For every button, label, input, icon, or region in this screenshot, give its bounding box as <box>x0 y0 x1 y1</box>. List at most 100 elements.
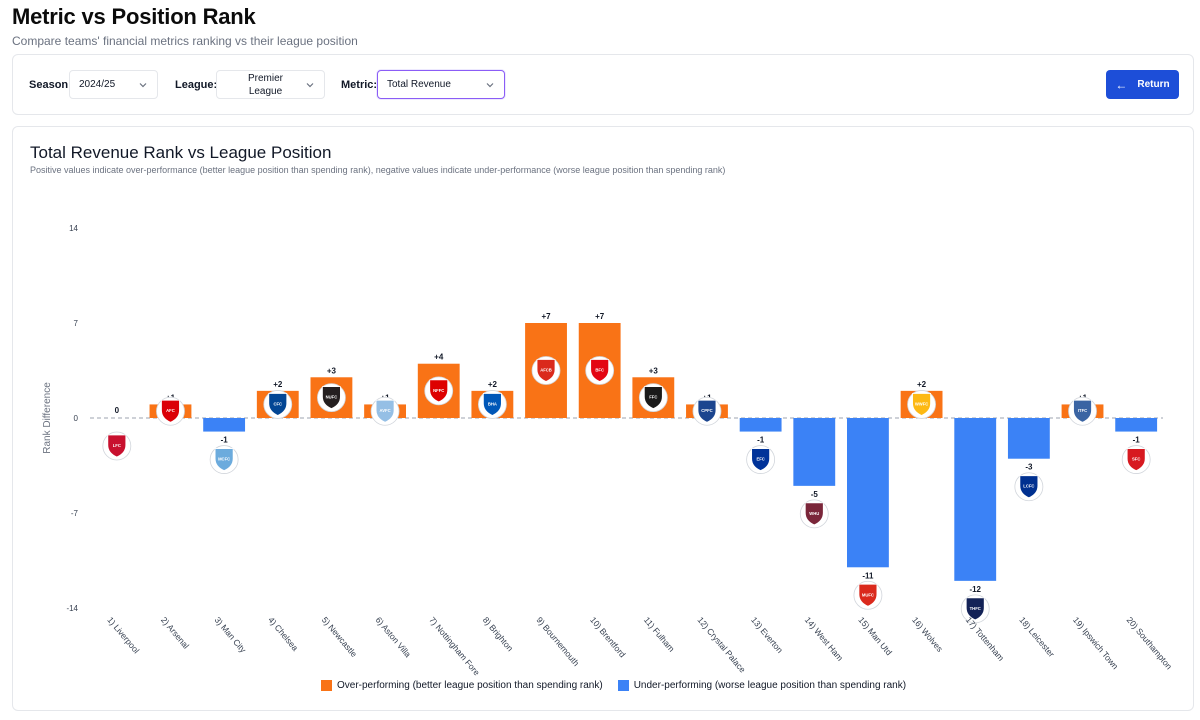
svg-text:MCFC: MCFC <box>218 457 230 462</box>
team-crest-icon: WWFC <box>907 390 936 419</box>
svg-text:AVFC: AVFC <box>380 408 391 413</box>
data-label: -1 <box>1133 436 1141 445</box>
chevron-down-icon <box>306 83 314 88</box>
x-tick-label: 8) Brighton <box>481 615 516 653</box>
svg-text:MUFC: MUFC <box>862 592 874 597</box>
return-button[interactable]: ← Return <box>1106 70 1179 99</box>
league-select-value: Premier League <box>247 72 283 97</box>
svg-text:SFC: SFC <box>1132 457 1140 462</box>
x-tick-label: 2) Arsenal <box>159 615 191 651</box>
svg-text:LFC: LFC <box>113 443 121 448</box>
y-axis-title: Rank Difference <box>42 382 53 454</box>
data-label: -5 <box>811 490 819 499</box>
chart-card: Total Revenue Rank vs League Position Po… <box>12 126 1194 711</box>
bar <box>1007 418 1050 459</box>
data-label: -1 <box>221 436 229 445</box>
x-tick-label: 14) West Ham <box>803 615 845 663</box>
season-select[interactable]: 2024/25 <box>69 70 158 99</box>
filter-panel: Season: 2024/25 League: Premier League Me… <box>12 54 1194 115</box>
bar <box>954 418 997 581</box>
legend-label-under: Under-performing (worse league position … <box>633 680 907 691</box>
legend-item-under[interactable]: Under-performing (worse league position … <box>617 680 907 691</box>
chevron-down-icon <box>486 83 494 88</box>
legend-swatch-over <box>321 680 332 691</box>
chart-legend: Over-performing (better league position … <box>321 680 921 691</box>
x-tick-label: 6) Aston Villa <box>374 615 414 660</box>
svg-text:AFC: AFC <box>166 408 175 413</box>
x-tick-label: 18) Leicester <box>1017 615 1056 659</box>
data-label: +7 <box>595 312 605 321</box>
team-crest-icon: LCFC <box>1014 472 1044 502</box>
svg-text:EFC: EFC <box>756 457 764 462</box>
x-tick-label: 4) Chelsea <box>266 615 300 653</box>
league-label: League: <box>175 79 218 91</box>
data-label: +4 <box>434 353 444 362</box>
bar <box>739 418 782 432</box>
data-label: +2 <box>273 380 283 389</box>
chevron-down-icon <box>139 83 147 88</box>
svg-text:LCFC: LCFC <box>1023 484 1034 489</box>
svg-text:WWFC: WWFC <box>915 401 929 406</box>
x-tick-label: 15) Man Utd <box>856 615 894 657</box>
data-label: +2 <box>917 380 927 389</box>
team-crest-icon: BFC <box>585 356 615 385</box>
data-label: -12 <box>969 585 981 594</box>
page-subtitle: Compare teams' financial metrics ranking… <box>12 34 358 48</box>
league-select[interactable]: Premier League <box>216 70 325 99</box>
svg-text:BFC: BFC <box>595 368 604 373</box>
team-crest-icon: WHU <box>799 499 829 529</box>
x-tick-label: 17) Tottenham <box>964 615 1006 663</box>
svg-text:CPFC: CPFC <box>701 408 712 413</box>
page-title: Metric vs Position Rank <box>12 4 256 29</box>
page-header: Metric vs Position Rank Compare teams' f… <box>12 4 358 48</box>
season-label: Season: <box>29 79 72 91</box>
team-crest-icon: ITFC <box>1068 396 1097 426</box>
svg-text:NUFC: NUFC <box>326 395 338 400</box>
team-crest-icon: NUFC <box>317 383 346 413</box>
season-select-value: 2024/25 <box>79 79 116 90</box>
team-crest-icon: AFCB <box>531 356 561 385</box>
x-tick-label: 12) Crystal Palace <box>695 615 747 675</box>
arrow-left-icon: ← <box>1115 77 1128 92</box>
team-crest-icon: CFC <box>263 390 293 419</box>
team-crest-icon: AFC <box>156 396 185 426</box>
team-crest-icon: LFC <box>102 431 132 461</box>
x-tick-label: 16) Wolves <box>910 615 945 654</box>
metric-select[interactable]: Total Revenue <box>377 70 505 99</box>
legend-swatch-under <box>617 680 629 691</box>
metric-select-value: Total Revenue <box>387 79 451 90</box>
team-crest-icon: AVFC <box>370 396 400 426</box>
data-label: -11 <box>862 571 874 580</box>
data-label: -1 <box>757 436 765 445</box>
legend-item-over[interactable]: Over-performing (better league position … <box>321 680 603 691</box>
team-crest-icon: NFFC <box>424 376 454 406</box>
svg-text:THFC: THFC <box>970 606 981 611</box>
svg-text:NFFC: NFFC <box>433 388 444 393</box>
x-tick-label: 1) Liverpool <box>105 615 141 656</box>
data-label: +3 <box>327 366 337 375</box>
team-crest-icon: FFC <box>638 383 668 413</box>
svg-text:FFC: FFC <box>649 395 657 400</box>
legend-label-over: Over-performing (better league position … <box>337 680 603 691</box>
svg-text:WHU: WHU <box>809 511 819 516</box>
metric-label: Metric: <box>341 79 378 91</box>
svg-text:BHA: BHA <box>488 401 497 406</box>
team-crest-icon: BHA <box>477 390 507 419</box>
data-label: +2 <box>488 380 498 389</box>
x-tick-label: 3) Man City <box>213 615 249 655</box>
y-tick-label: 0 <box>74 414 79 423</box>
x-tick-label: 10) Brentford <box>588 615 628 660</box>
bar <box>1115 418 1158 432</box>
x-tick-label: 20) Southampton <box>1125 615 1175 672</box>
y-tick-label: -7 <box>71 509 79 518</box>
svg-text:ITFC: ITFC <box>1078 408 1087 413</box>
x-tick-label: 9) Bournemouth <box>534 615 581 668</box>
data-label: +3 <box>649 366 659 375</box>
team-crest-icon: MUFC <box>853 580 883 610</box>
svg-text:CFC: CFC <box>273 401 282 406</box>
y-tick-label: 7 <box>74 319 79 328</box>
bar <box>203 418 246 432</box>
x-tick-label: 19) Ipswich Town <box>1071 615 1121 671</box>
x-tick-label: 5) Newcastle <box>320 615 359 659</box>
bar <box>847 418 889 568</box>
